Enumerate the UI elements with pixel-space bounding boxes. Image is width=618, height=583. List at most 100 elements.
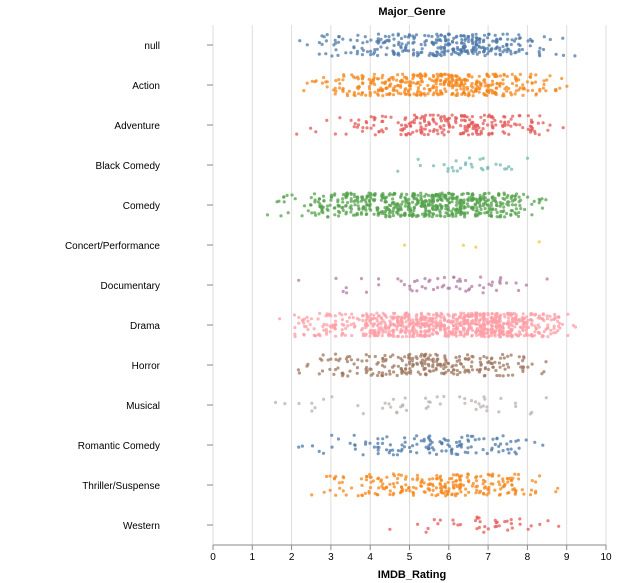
- data-point: [344, 210, 348, 214]
- data-point: [482, 330, 486, 334]
- data-point: [485, 409, 489, 413]
- data-point: [534, 93, 538, 97]
- data-point: [481, 312, 485, 316]
- data-point: [414, 317, 418, 321]
- data-point: [396, 364, 400, 368]
- data-point: [505, 519, 509, 523]
- data-point: [373, 133, 377, 137]
- data-point: [399, 214, 403, 218]
- data-point: [330, 395, 334, 399]
- data-point: [340, 328, 344, 332]
- data-point: [483, 525, 487, 529]
- data-point: [332, 325, 336, 329]
- data-point: [503, 197, 507, 201]
- data-point: [482, 92, 486, 96]
- data-point: [463, 127, 467, 131]
- data-point: [412, 335, 416, 339]
- data-point: [474, 318, 478, 322]
- data-point: [506, 480, 510, 484]
- data-point: [385, 46, 389, 50]
- data-point: [384, 357, 388, 362]
- data-point: [516, 438, 520, 442]
- data-point: [402, 75, 407, 79]
- data-point: [328, 203, 332, 207]
- data-point: [514, 452, 518, 456]
- data-point: [411, 200, 415, 204]
- data-point: [444, 39, 448, 43]
- data-point: [438, 327, 442, 331]
- data-point: [395, 89, 399, 93]
- data-point: [309, 196, 313, 200]
- data-point: [333, 314, 337, 318]
- data-point: [415, 451, 419, 455]
- data-point: [424, 73, 428, 77]
- data-point: [505, 195, 509, 199]
- data-point: [509, 213, 513, 217]
- data-point: [322, 322, 326, 326]
- data-point: [440, 74, 444, 78]
- data-point: [333, 206, 337, 210]
- data-point: [404, 408, 409, 412]
- data-point: [427, 400, 431, 404]
- data-point: [451, 473, 455, 477]
- data-point: [503, 87, 507, 91]
- data-point: [541, 443, 545, 447]
- data-point: [317, 449, 321, 453]
- data-point: [493, 330, 497, 334]
- data-point: [475, 515, 479, 519]
- data-point: [552, 324, 556, 328]
- data-point: [379, 322, 383, 326]
- data-point: [573, 54, 577, 58]
- data-point: [538, 89, 542, 93]
- data-point: [317, 212, 321, 216]
- data-point: [533, 330, 537, 334]
- data-point: [458, 166, 463, 170]
- data-point: [505, 321, 509, 325]
- data-point: [506, 354, 510, 358]
- data-point: [447, 32, 451, 36]
- y-tick-label: Horror: [132, 361, 161, 372]
- data-point: [388, 492, 392, 497]
- data-point: [431, 113, 435, 117]
- data-point: [485, 493, 489, 497]
- data-point: [368, 367, 372, 371]
- data-point: [368, 207, 372, 211]
- data-point: [464, 278, 468, 283]
- data-point: [399, 279, 403, 283]
- data-point: [478, 520, 482, 524]
- data-point: [430, 493, 434, 497]
- data-point: [501, 449, 505, 453]
- data-point: [396, 449, 400, 453]
- data-point: [371, 479, 375, 483]
- data-point: [314, 213, 318, 217]
- data-point: [509, 329, 514, 333]
- data-point: [411, 48, 416, 52]
- data-point: [379, 479, 383, 483]
- data-point: [478, 203, 482, 208]
- data-point: [372, 322, 376, 326]
- data-point: [456, 51, 460, 56]
- data-point: [350, 73, 354, 77]
- data-point: [477, 44, 481, 48]
- data-point: [375, 323, 380, 328]
- data-point: [479, 326, 483, 330]
- data-point: [381, 359, 385, 363]
- data-point: [482, 395, 486, 399]
- data-point: [387, 369, 392, 373]
- data-point: [443, 34, 447, 39]
- data-point: [467, 490, 471, 494]
- data-point: [501, 477, 505, 481]
- data-point: [475, 488, 479, 492]
- data-point: [416, 80, 420, 84]
- data-point: [485, 356, 489, 360]
- data-point: [389, 315, 393, 319]
- data-point: [450, 195, 455, 199]
- data-point: [486, 198, 490, 202]
- y-tick-label: Action: [132, 81, 160, 92]
- data-point: [384, 195, 388, 199]
- data-point: [463, 119, 467, 123]
- data-point: [482, 492, 486, 496]
- data-point: [470, 121, 474, 125]
- data-point: [522, 192, 526, 196]
- data-point: [502, 321, 506, 325]
